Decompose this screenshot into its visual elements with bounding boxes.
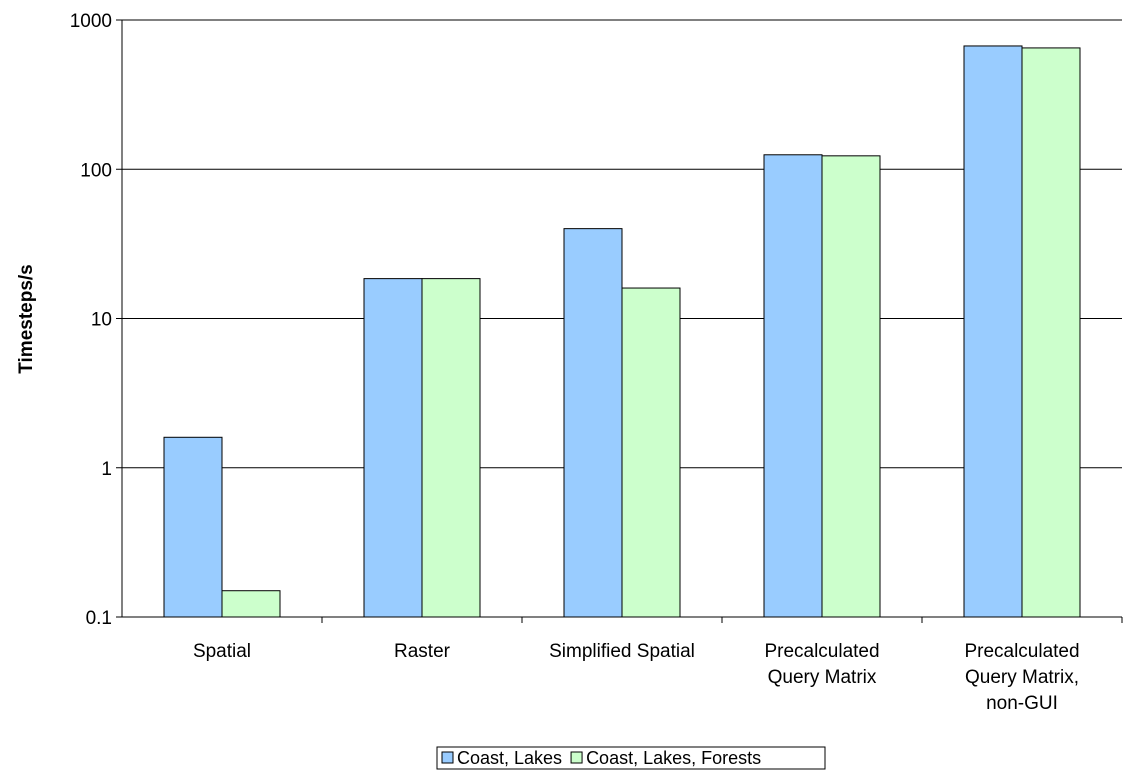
y-tick-label: 10 bbox=[91, 310, 112, 331]
x-category-label: Precalculated bbox=[764, 641, 879, 662]
y-tick-label: 100 bbox=[80, 160, 112, 181]
legend-label: Coast, Lakes, Forests bbox=[586, 748, 761, 768]
bar bbox=[421, 278, 481, 618]
x-category-label: Simplified Spatial bbox=[549, 641, 695, 662]
bar bbox=[563, 228, 623, 618]
y-tick-labels: 0.1 1 10 100 1000 bbox=[70, 11, 112, 629]
bars bbox=[163, 45, 1081, 618]
y-axis-title: Timesteps/s bbox=[16, 264, 37, 373]
bar bbox=[821, 155, 881, 618]
x-category-label: Query Matrix, bbox=[965, 667, 1079, 688]
bar bbox=[221, 590, 281, 618]
x-category-label: Precalculated bbox=[964, 641, 1079, 662]
legend: Coast, Lakes Coast, Lakes, Forests bbox=[436, 746, 826, 770]
bar bbox=[621, 287, 681, 618]
bar bbox=[363, 278, 423, 618]
y-tick-label: 1000 bbox=[70, 11, 112, 32]
legend-label: Coast, Lakes bbox=[457, 748, 562, 768]
y-tick-label: 1 bbox=[101, 459, 112, 480]
x-category-labels: Spatial Raster Simplified Spatial Precalcul… bbox=[193, 641, 1080, 714]
x-category-label: non-GUI bbox=[986, 693, 1058, 714]
x-category-label: Raster bbox=[394, 641, 451, 662]
bar bbox=[763, 154, 823, 618]
legend-box bbox=[436, 746, 826, 770]
legend-swatch bbox=[441, 751, 454, 764]
y-tick-label: 0.1 bbox=[86, 608, 112, 629]
bar bbox=[963, 45, 1023, 618]
x-category-label: Spatial bbox=[193, 641, 251, 662]
legend-swatch bbox=[570, 751, 583, 764]
bar bbox=[1021, 47, 1081, 618]
x-category-label: Query Matrix bbox=[768, 667, 877, 688]
bar bbox=[163, 436, 223, 618]
axes bbox=[116, 19, 1123, 623]
